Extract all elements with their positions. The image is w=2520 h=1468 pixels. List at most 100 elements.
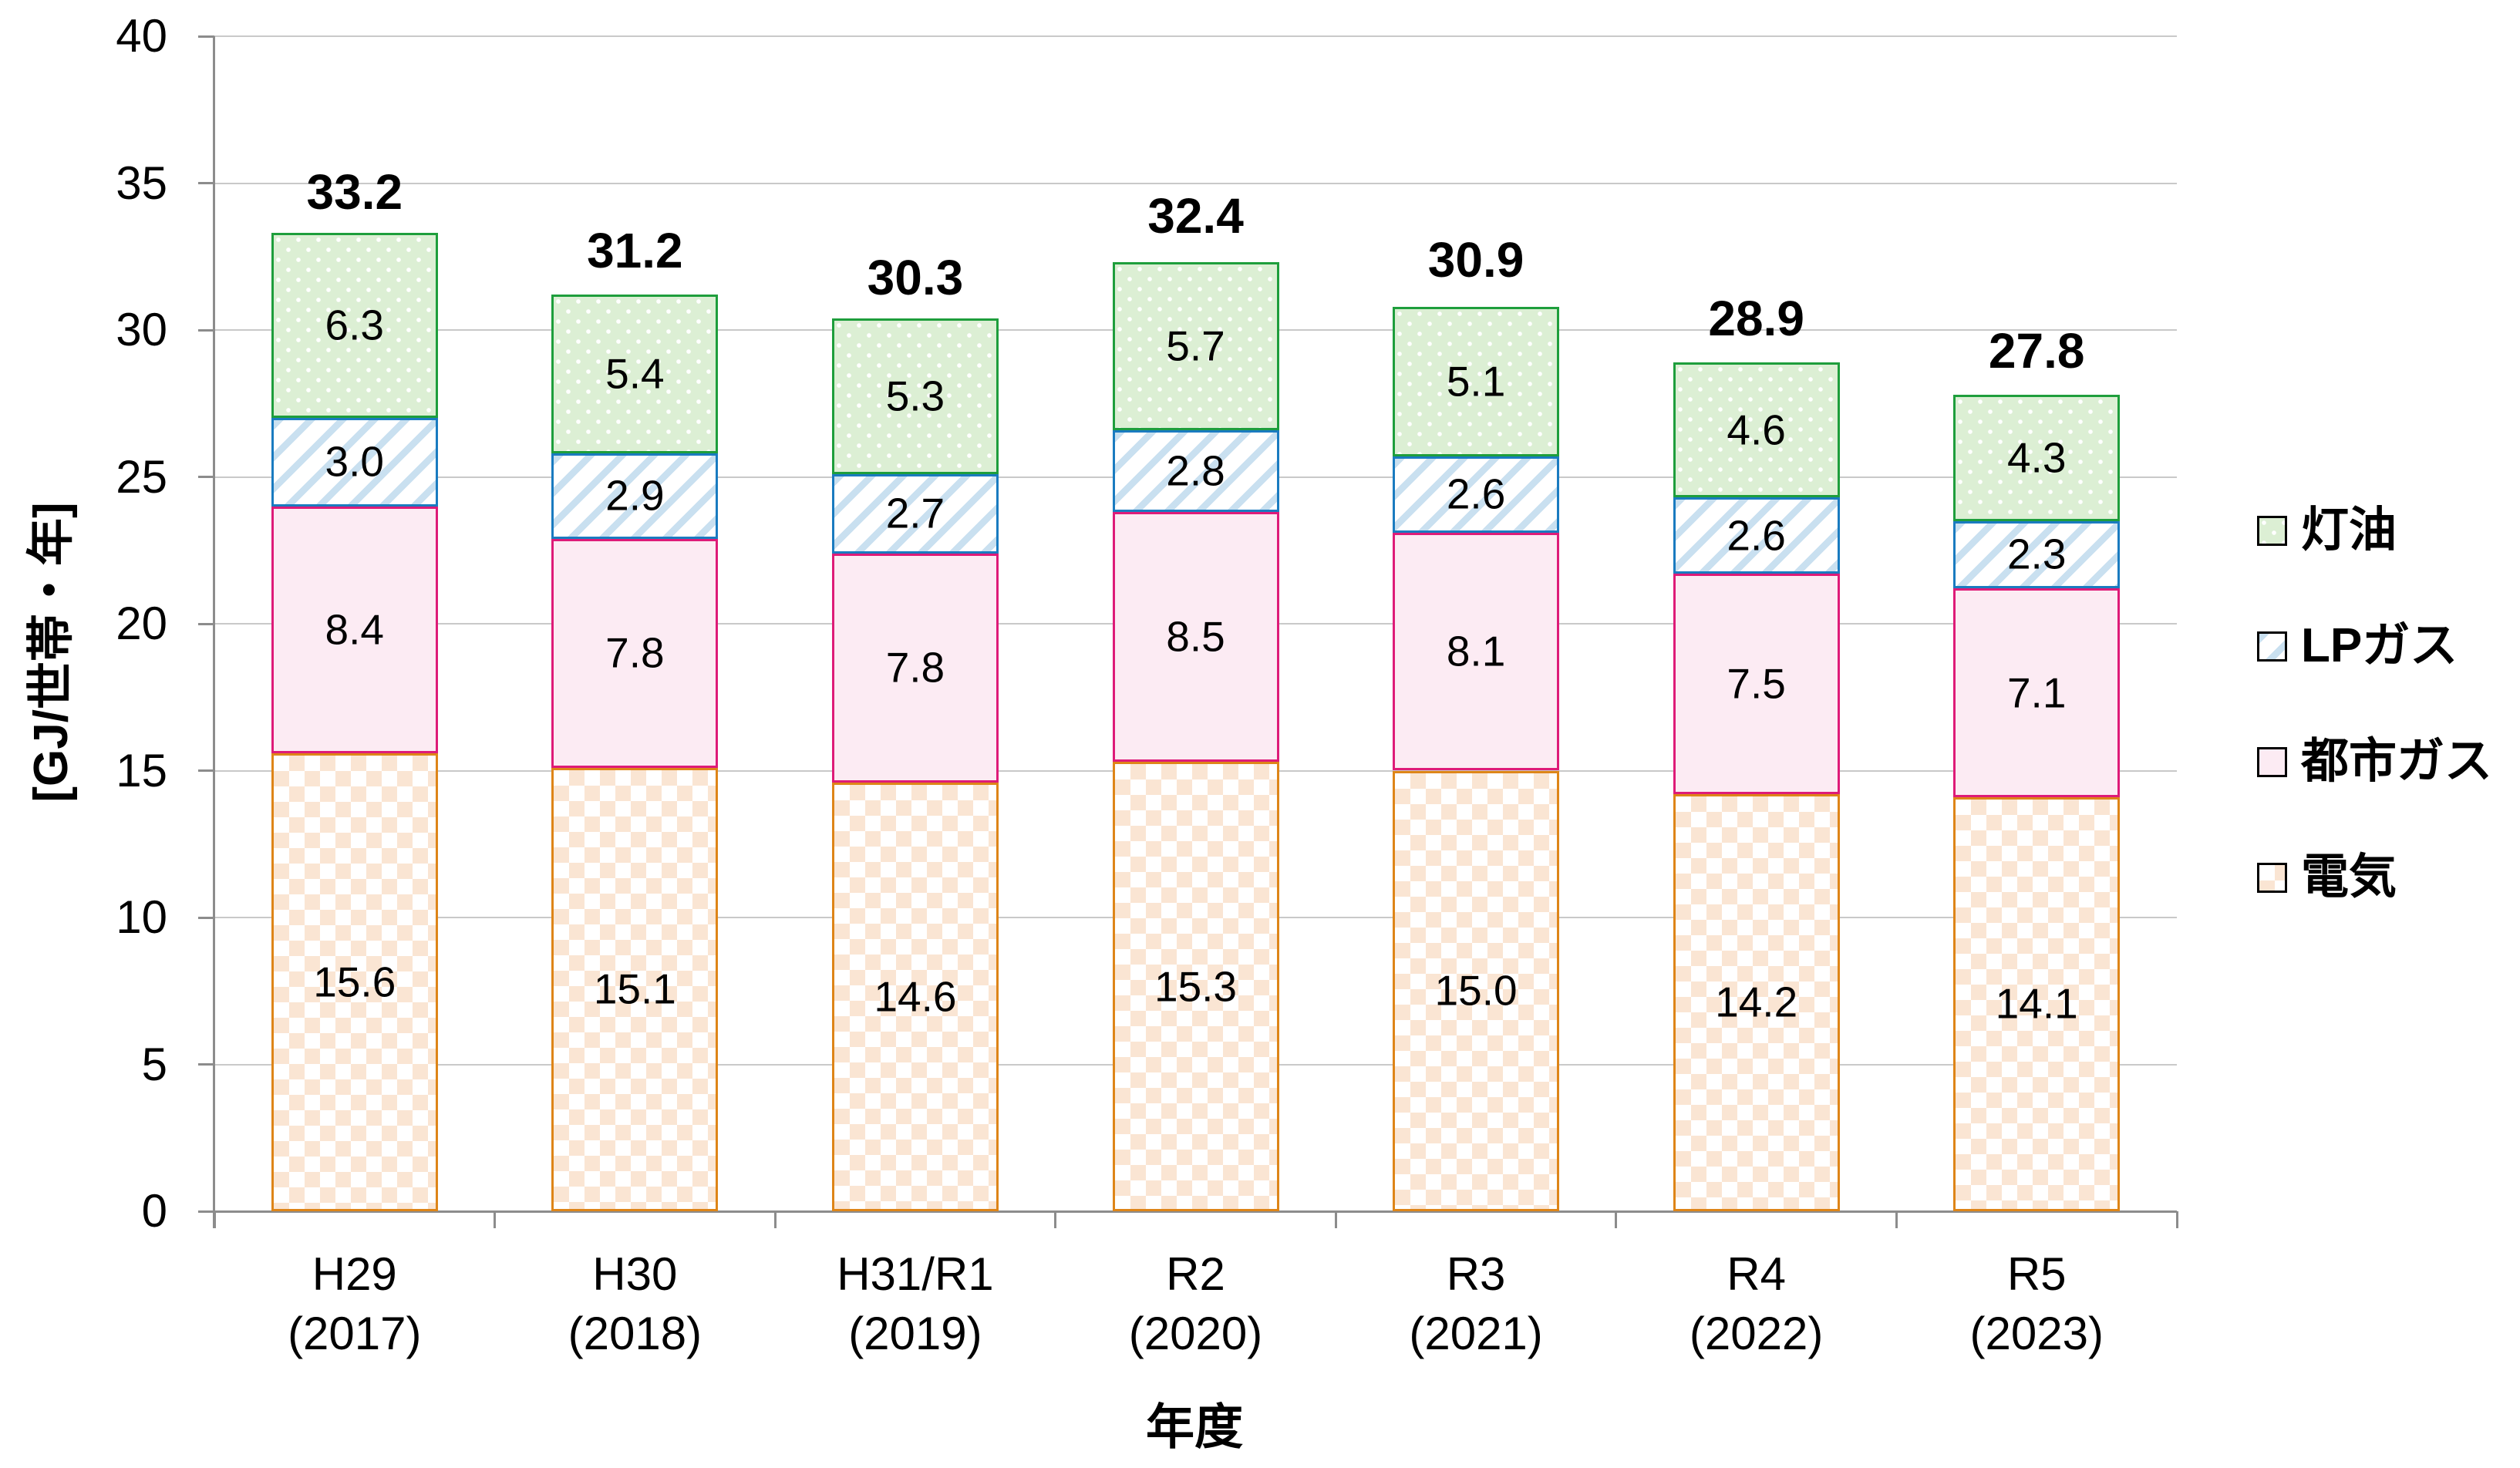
x-tick-7 (2175, 1211, 2178, 1228)
bar-segment-electric (1393, 770, 1560, 1211)
bar-segment-kerosene (551, 295, 719, 453)
bar-segment-citygas (1953, 588, 2121, 797)
bar-segment-lpgas (551, 453, 719, 539)
x-category-label: R3 (2021) (1409, 1244, 1542, 1363)
y-axis-line (213, 36, 215, 1228)
y-tick-35 (198, 182, 214, 184)
y-tick-label-25: 25 (116, 450, 167, 503)
x-category-label: R4 (2022) (1690, 1244, 1823, 1363)
bar-segment-value-lpgas: 3.0 (325, 437, 385, 486)
x-category-year: (2018) (568, 1308, 702, 1359)
bar-segment-value-lpgas: 2.9 (605, 471, 665, 520)
bar-segment-value-citygas: 7.8 (885, 643, 945, 692)
x-category-label: R2 (2020) (1129, 1244, 1262, 1363)
y-tick-15 (198, 769, 214, 772)
legend-item-citygas: 都市ガス (2257, 738, 2492, 786)
bar-segment-value-citygas: 7.8 (605, 628, 665, 677)
x-category-era: R3 (1446, 1248, 1506, 1300)
bar-segment-value-electric: 14.2 (1715, 978, 1798, 1026)
y-tick-label-40: 40 (116, 10, 167, 62)
legend-item-kerosene: 灯油 (2257, 507, 2397, 554)
bar-segment-value-electric: 14.1 (1995, 979, 2078, 1028)
legend-label-citygas: 都市ガス (2301, 735, 2493, 788)
legend-label-electric: 電気 (2301, 850, 2397, 904)
x-category-label: H29 (2017) (288, 1244, 421, 1363)
bar-segment-value-kerosene: 4.6 (1727, 406, 1786, 454)
y-tick-label-10: 10 (116, 891, 167, 943)
y-tick-25 (198, 476, 214, 478)
bar-segment-citygas (551, 538, 719, 768)
x-category-era: R4 (1727, 1248, 1786, 1300)
bar-segment-electric (1673, 793, 1840, 1211)
bar-segment-value-citygas: 7.5 (1727, 659, 1786, 708)
legend-item-electric: 電気 (2257, 854, 2397, 901)
x-category-label: H30 (2018) (568, 1244, 702, 1363)
bar-segment-value-electric: 15.6 (313, 958, 396, 1006)
bar-segment-value-lpgas: 2.6 (1446, 470, 1506, 518)
bar-segment-citygas (1112, 512, 1279, 763)
x-category-era: R5 (2006, 1248, 2067, 1300)
bar-segment-value-citygas: 8.5 (1166, 612, 1225, 661)
x-category-year: (2022) (1689, 1308, 1824, 1359)
legend-item-lpgas: LPガス (2257, 622, 2458, 670)
bar-total-label: 30.9 (1427, 231, 1524, 288)
bar-total-label: 27.8 (1988, 322, 2085, 379)
bar-segment-lpgas (1112, 429, 1279, 513)
bar-segment-value-kerosene: 5.1 (1446, 357, 1506, 406)
bar-segment-lpgas (271, 418, 438, 507)
bar-segment-electric (271, 753, 438, 1211)
x-tick-4 (1334, 1211, 1337, 1228)
x-category-label: H31/R1 (2019) (837, 1244, 993, 1363)
y-tick-10 (198, 916, 214, 919)
x-tick-5 (1615, 1211, 1618, 1228)
bar-total-label: 30.3 (867, 249, 964, 305)
y-tick-5 (198, 1063, 214, 1066)
x-tick-3 (1054, 1211, 1057, 1228)
bar-segment-kerosene (271, 233, 438, 419)
bar-segment-lpgas (1673, 497, 1840, 574)
bar-segment-value-kerosene: 6.3 (325, 301, 385, 349)
gridline-y-35 (214, 182, 2177, 184)
x-category-label: R5 (2023) (1969, 1244, 2103, 1363)
bar-segment-citygas (831, 553, 999, 783)
bar-segment-value-lpgas: 2.7 (885, 489, 945, 537)
y-tick-0 (198, 1210, 214, 1213)
bar-segment-value-citygas: 7.1 (2006, 668, 2067, 717)
y-tick-label-35: 35 (116, 157, 167, 209)
bar-segment-value-kerosene: 5.3 (885, 372, 945, 420)
x-category-year: (2020) (1128, 1308, 1263, 1359)
x-tick-6 (1895, 1211, 1898, 1228)
legend-label-lpgas: LPガス (2301, 619, 2458, 672)
bar-segment-electric (551, 767, 719, 1211)
bar-segment-value-lpgas: 2.3 (2006, 530, 2067, 578)
y-tick-label-15: 15 (116, 744, 167, 796)
x-tick-1 (494, 1211, 497, 1228)
bar-segment-value-lpgas: 2.6 (1727, 511, 1786, 560)
bar-total-label: 32.4 (1147, 187, 1244, 244)
legend-swatch-citygas-icon (2257, 746, 2287, 777)
bar-segment-kerosene (831, 318, 999, 474)
x-category-era: H29 (312, 1248, 397, 1300)
x-category-year: (2023) (1969, 1308, 2104, 1359)
bar-segment-kerosene (1953, 394, 2121, 521)
bar-segment-citygas (271, 506, 438, 753)
x-category-year: (2017) (288, 1308, 422, 1359)
y-tick-30 (198, 328, 214, 332)
bar-total-label: 28.9 (1708, 290, 1804, 346)
bar-total-label: 33.2 (306, 164, 403, 221)
legend-label-kerosene: 灯油 (2301, 503, 2397, 557)
bar-segment-value-citygas: 8.4 (325, 605, 385, 654)
bar-segment-kerosene (1112, 262, 1279, 430)
bar-segment-citygas (1673, 574, 1840, 794)
y-tick-20 (198, 622, 214, 625)
x-category-era: R2 (1166, 1248, 1225, 1300)
bar-segment-value-kerosene: 4.3 (2006, 433, 2067, 482)
bar-segment-value-kerosene: 5.4 (605, 349, 665, 398)
bar-segment-value-kerosene: 5.7 (1166, 322, 1225, 370)
x-tick-0 (213, 1211, 216, 1228)
bar-segment-value-electric: 15.3 (1154, 962, 1238, 1011)
y-tick-40 (198, 35, 214, 38)
y-tick-label-20: 20 (116, 598, 167, 649)
x-tick-2 (773, 1211, 777, 1228)
